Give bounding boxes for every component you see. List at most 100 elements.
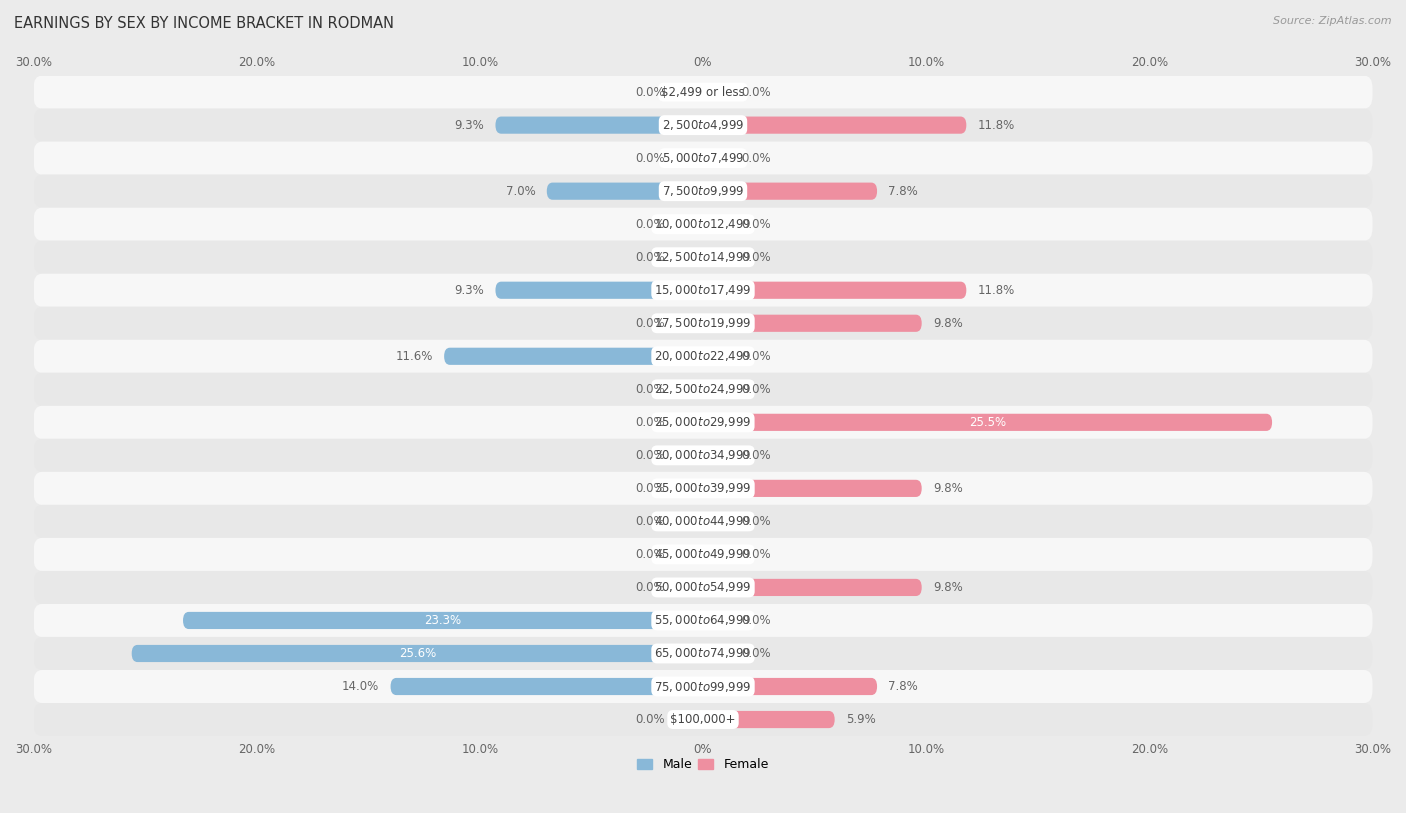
- FancyBboxPatch shape: [676, 447, 703, 464]
- FancyBboxPatch shape: [34, 340, 1372, 373]
- FancyBboxPatch shape: [34, 604, 1372, 637]
- FancyBboxPatch shape: [703, 612, 730, 629]
- FancyBboxPatch shape: [676, 315, 703, 332]
- FancyBboxPatch shape: [34, 241, 1372, 274]
- FancyBboxPatch shape: [703, 678, 877, 695]
- Text: 0.0%: 0.0%: [636, 152, 665, 165]
- Text: 0.0%: 0.0%: [741, 218, 770, 231]
- FancyBboxPatch shape: [34, 406, 1372, 439]
- FancyBboxPatch shape: [183, 612, 703, 629]
- Text: $65,000 to $74,999: $65,000 to $74,999: [654, 646, 752, 660]
- FancyBboxPatch shape: [703, 348, 730, 365]
- FancyBboxPatch shape: [34, 207, 1372, 241]
- FancyBboxPatch shape: [703, 380, 730, 398]
- Text: 0.0%: 0.0%: [741, 250, 770, 263]
- FancyBboxPatch shape: [34, 505, 1372, 538]
- FancyBboxPatch shape: [676, 215, 703, 233]
- Text: 9.3%: 9.3%: [454, 119, 484, 132]
- FancyBboxPatch shape: [676, 579, 703, 596]
- Text: 0.0%: 0.0%: [741, 614, 770, 627]
- FancyBboxPatch shape: [34, 373, 1372, 406]
- Text: 0.0%: 0.0%: [741, 449, 770, 462]
- FancyBboxPatch shape: [703, 414, 1272, 431]
- Text: 0.0%: 0.0%: [741, 548, 770, 561]
- Text: 7.8%: 7.8%: [889, 185, 918, 198]
- Legend: Male, Female: Male, Female: [633, 753, 773, 776]
- FancyBboxPatch shape: [703, 150, 730, 167]
- FancyBboxPatch shape: [132, 645, 703, 662]
- FancyBboxPatch shape: [703, 315, 922, 332]
- Text: 14.0%: 14.0%: [342, 680, 380, 693]
- FancyBboxPatch shape: [703, 711, 835, 728]
- FancyBboxPatch shape: [703, 447, 730, 464]
- Text: $75,000 to $99,999: $75,000 to $99,999: [654, 680, 752, 693]
- Text: 0.0%: 0.0%: [741, 647, 770, 660]
- Text: 7.8%: 7.8%: [889, 680, 918, 693]
- FancyBboxPatch shape: [676, 380, 703, 398]
- Text: 0.0%: 0.0%: [636, 250, 665, 263]
- Text: 25.6%: 25.6%: [399, 647, 436, 660]
- Text: $50,000 to $54,999: $50,000 to $54,999: [654, 580, 752, 594]
- Text: $30,000 to $34,999: $30,000 to $34,999: [654, 448, 752, 463]
- FancyBboxPatch shape: [676, 414, 703, 431]
- FancyBboxPatch shape: [703, 480, 922, 497]
- Text: 0.0%: 0.0%: [636, 482, 665, 495]
- Text: 0.0%: 0.0%: [636, 415, 665, 428]
- Text: $2,500 to $4,999: $2,500 to $4,999: [662, 118, 744, 133]
- Text: $12,500 to $14,999: $12,500 to $14,999: [654, 250, 752, 264]
- Text: 0.0%: 0.0%: [741, 383, 770, 396]
- Text: $35,000 to $39,999: $35,000 to $39,999: [654, 481, 752, 495]
- Text: 9.8%: 9.8%: [932, 482, 963, 495]
- Text: Source: ZipAtlas.com: Source: ZipAtlas.com: [1274, 16, 1392, 26]
- FancyBboxPatch shape: [34, 109, 1372, 141]
- FancyBboxPatch shape: [676, 711, 703, 728]
- FancyBboxPatch shape: [676, 249, 703, 266]
- FancyBboxPatch shape: [703, 84, 730, 101]
- FancyBboxPatch shape: [391, 678, 703, 695]
- Text: $55,000 to $64,999: $55,000 to $64,999: [654, 614, 752, 628]
- FancyBboxPatch shape: [676, 84, 703, 101]
- FancyBboxPatch shape: [703, 183, 877, 200]
- Text: 0.0%: 0.0%: [636, 218, 665, 231]
- FancyBboxPatch shape: [34, 307, 1372, 340]
- FancyBboxPatch shape: [34, 175, 1372, 207]
- Text: 11.6%: 11.6%: [395, 350, 433, 363]
- Text: 11.8%: 11.8%: [977, 119, 1015, 132]
- Text: $25,000 to $29,999: $25,000 to $29,999: [654, 415, 752, 429]
- Text: 0.0%: 0.0%: [741, 85, 770, 98]
- FancyBboxPatch shape: [547, 183, 703, 200]
- Text: 0.0%: 0.0%: [636, 383, 665, 396]
- FancyBboxPatch shape: [34, 76, 1372, 109]
- Text: 9.3%: 9.3%: [454, 284, 484, 297]
- FancyBboxPatch shape: [34, 670, 1372, 703]
- Text: 7.0%: 7.0%: [506, 185, 536, 198]
- FancyBboxPatch shape: [703, 116, 966, 133]
- FancyBboxPatch shape: [676, 150, 703, 167]
- FancyBboxPatch shape: [703, 215, 730, 233]
- Text: $40,000 to $44,999: $40,000 to $44,999: [654, 515, 752, 528]
- Text: $20,000 to $22,499: $20,000 to $22,499: [654, 350, 752, 363]
- Text: $10,000 to $12,499: $10,000 to $12,499: [654, 217, 752, 231]
- Text: $45,000 to $49,999: $45,000 to $49,999: [654, 547, 752, 562]
- FancyBboxPatch shape: [676, 546, 703, 563]
- FancyBboxPatch shape: [495, 281, 703, 299]
- FancyBboxPatch shape: [444, 348, 703, 365]
- FancyBboxPatch shape: [495, 116, 703, 133]
- FancyBboxPatch shape: [703, 546, 730, 563]
- Text: 0.0%: 0.0%: [636, 317, 665, 330]
- Text: 0.0%: 0.0%: [636, 85, 665, 98]
- Text: $15,000 to $17,499: $15,000 to $17,499: [654, 283, 752, 298]
- FancyBboxPatch shape: [676, 513, 703, 530]
- Text: 0.0%: 0.0%: [636, 515, 665, 528]
- FancyBboxPatch shape: [34, 472, 1372, 505]
- FancyBboxPatch shape: [34, 703, 1372, 736]
- FancyBboxPatch shape: [34, 637, 1372, 670]
- Text: $17,500 to $19,999: $17,500 to $19,999: [654, 316, 752, 330]
- FancyBboxPatch shape: [703, 645, 730, 662]
- Text: 0.0%: 0.0%: [741, 515, 770, 528]
- FancyBboxPatch shape: [703, 249, 730, 266]
- FancyBboxPatch shape: [703, 579, 922, 596]
- Text: $7,500 to $9,999: $7,500 to $9,999: [662, 185, 744, 198]
- Text: 5.9%: 5.9%: [846, 713, 876, 726]
- Text: 0.0%: 0.0%: [636, 449, 665, 462]
